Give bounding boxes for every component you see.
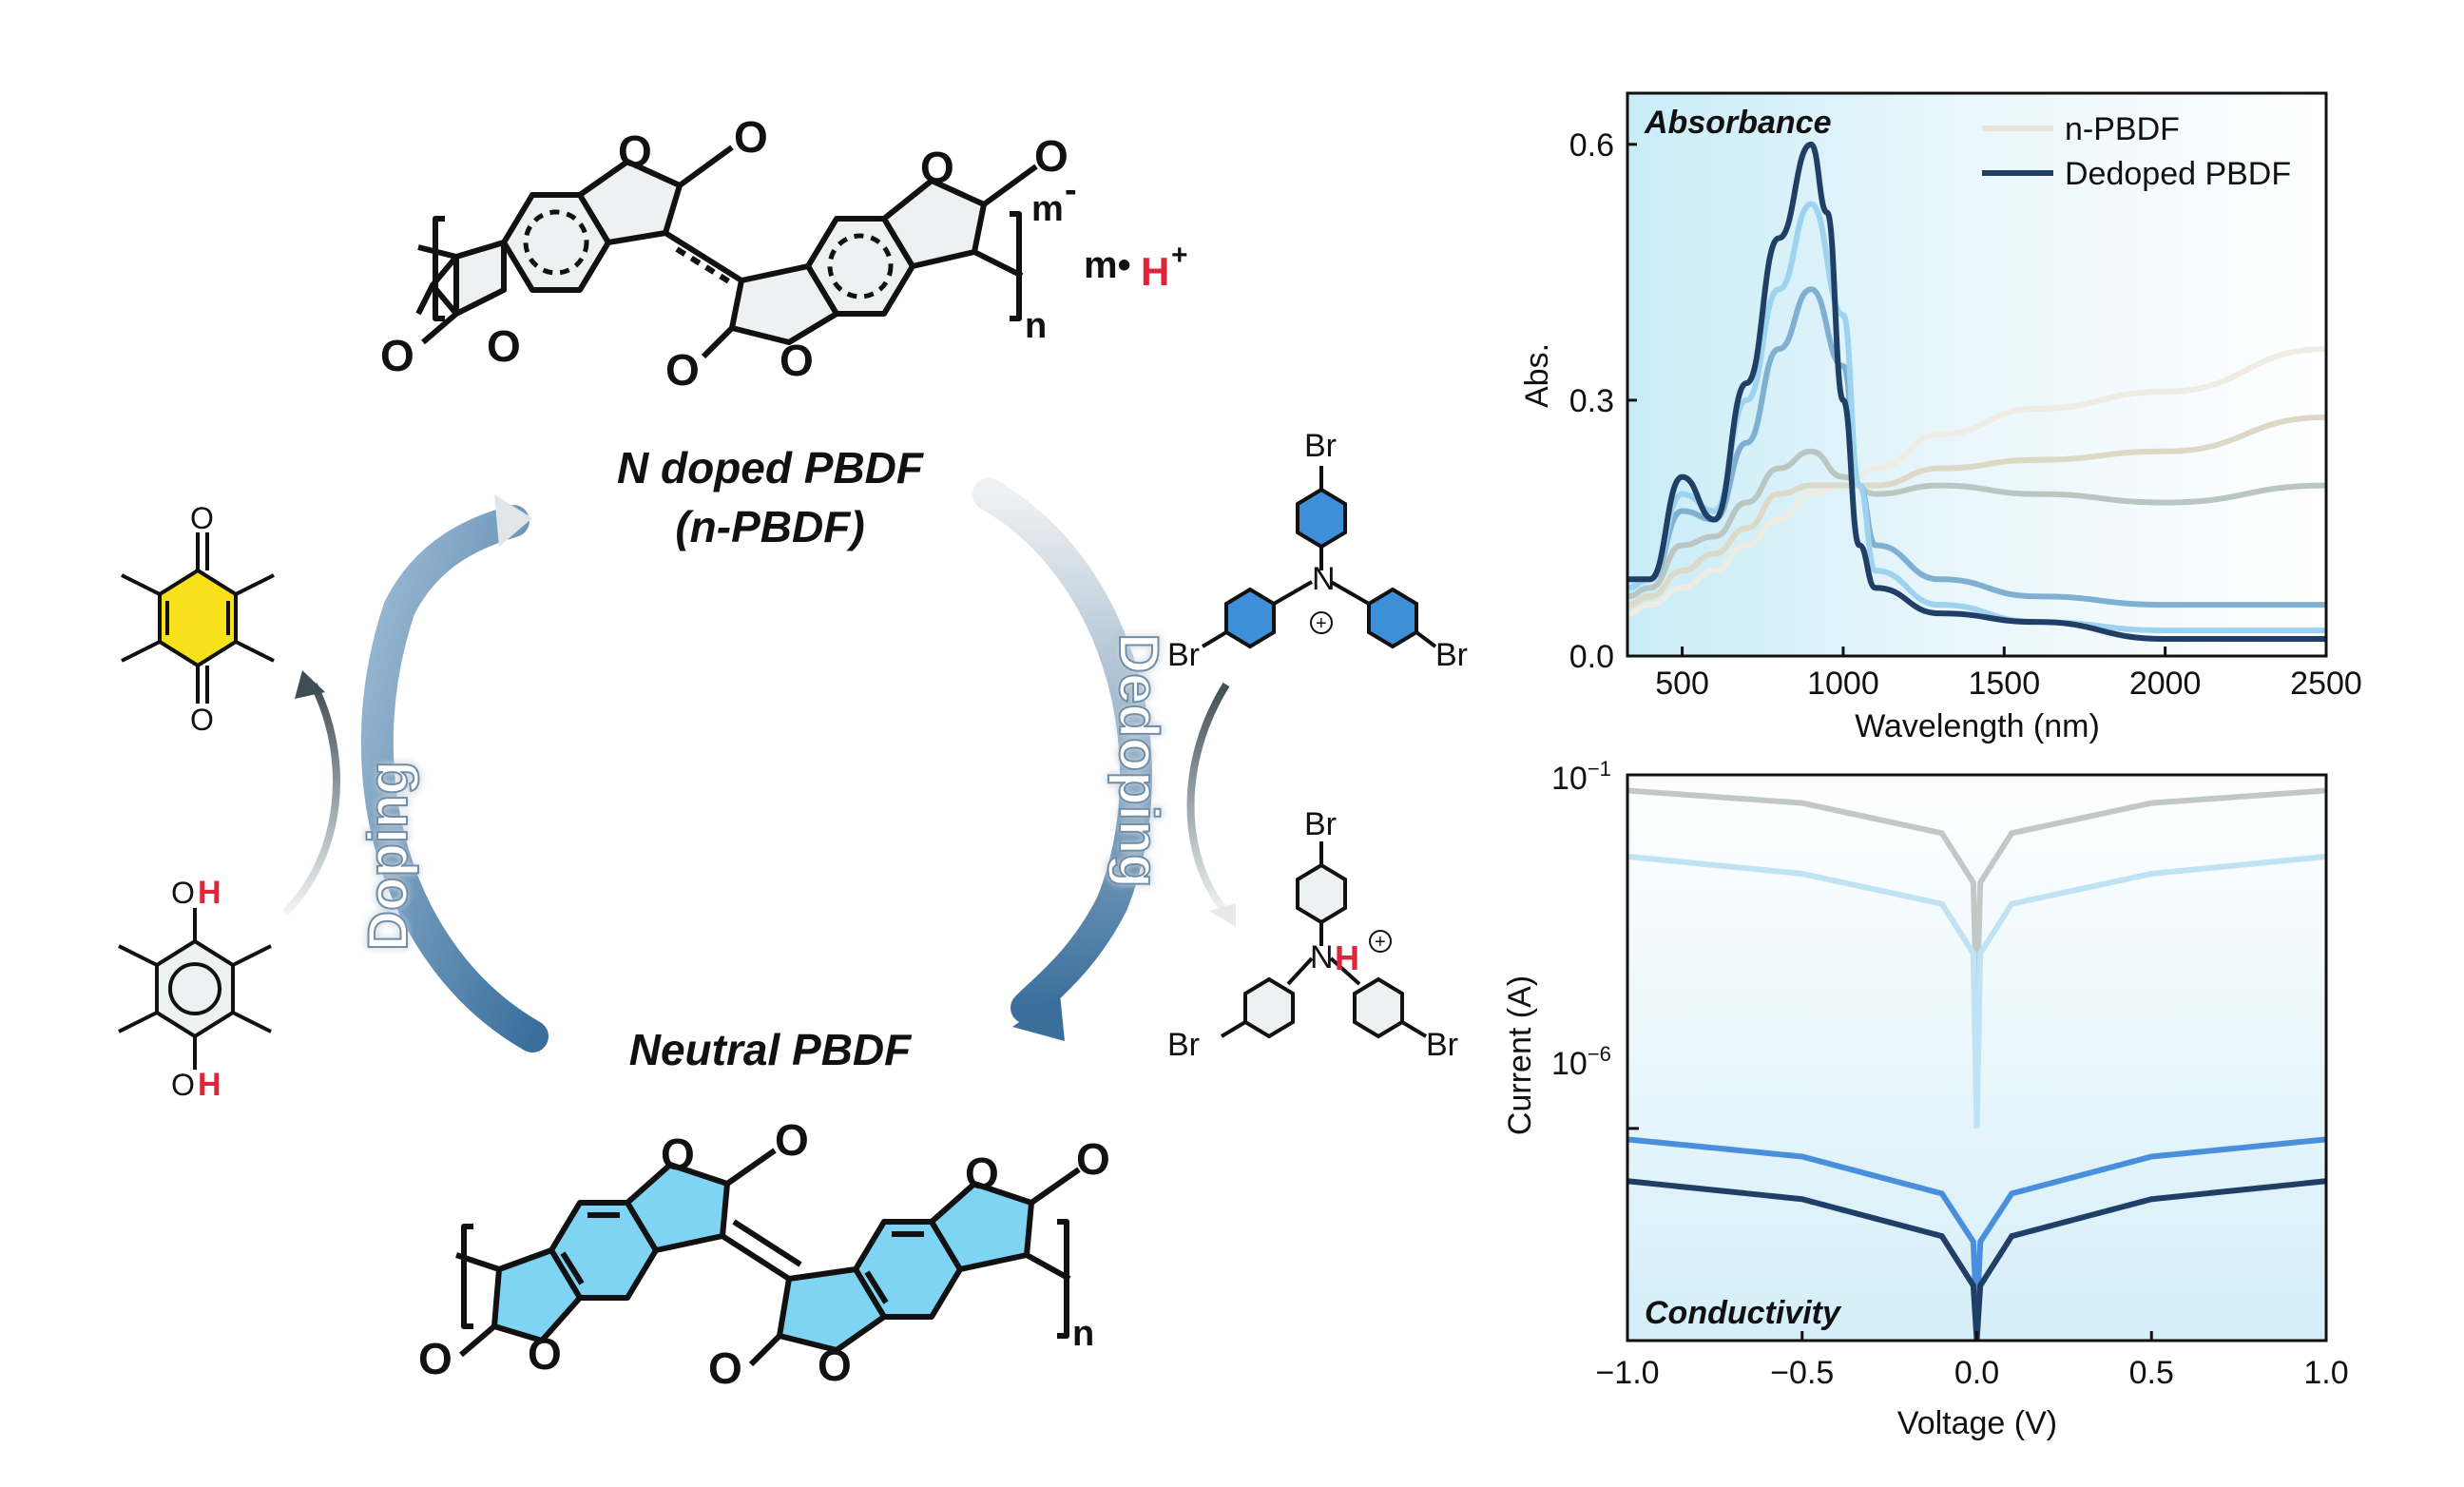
repeat-n-label: n	[1072, 1314, 1094, 1354]
carbonyl-oxygen-label: O	[380, 331, 414, 380]
x-tick-label: 1000	[1807, 666, 1879, 702]
proton-label: H	[1141, 249, 1169, 294]
conductivity-ylabel: Current (A)	[1502, 975, 1538, 1135]
dedoping-arrow	[972, 478, 1152, 1041]
x-tick-label: −1.0	[1595, 1355, 1659, 1391]
bromine-label: Br	[1304, 806, 1337, 842]
hydroxyl-h-bottom: H	[198, 1067, 221, 1103]
bromine-label: Br	[1167, 637, 1200, 673]
absorbance-series-2	[1627, 448, 2327, 600]
carbonyl-oxygen-label: O	[734, 112, 768, 162]
conductivity-corner-label: Conductivity	[1645, 1295, 1842, 1331]
n-doped-label: N doped PBDF	[617, 443, 925, 492]
charge-minus-label: -	[1065, 170, 1077, 210]
absorbance-series-3	[1627, 286, 2326, 608]
neutral-pbdf-atom-labels: O O O O O O O O n	[418, 1115, 1110, 1393]
hydroquinone-oxygen-bottom: O	[171, 1068, 195, 1102]
legend-n-pbdf: n-PBDF	[2065, 111, 2180, 147]
small-dedoping-arrow	[1186, 682, 1236, 927]
hydroquinone-structure	[118, 908, 272, 1070]
carbonyl-oxygen-label: O	[1034, 131, 1068, 181]
x-tick-label: 0.5	[2129, 1355, 2174, 1391]
n-pbdf-atom-labels: O O O O O O O O m - n m• H +	[380, 112, 1188, 395]
triarylammonium	[1220, 841, 1428, 1039]
proton-plus-label: +	[1171, 240, 1188, 271]
triarylamine-radical-cation	[1201, 466, 1437, 649]
neutral-pbdf-label: Neutral PBDF	[629, 1025, 913, 1074]
counter-ion-prefix: m•	[1084, 244, 1131, 286]
carbonyl-oxygen-label: O	[665, 345, 700, 395]
y-tick-label: 0.3	[1569, 383, 1614, 419]
conductivity-xlabel: Voltage (V)	[1897, 1405, 2057, 1441]
doping-arrow	[360, 494, 549, 1052]
x-tick-label: 1.0	[2303, 1355, 2348, 1391]
ytick-label-mid: 10−6	[1551, 1042, 1611, 1082]
repeat-n-label: n	[1025, 306, 1047, 346]
n-pbdf-label: (n-PBDF)	[675, 502, 864, 551]
oxygen-label: O	[920, 143, 954, 192]
bromine-label: Br	[1167, 1027, 1200, 1063]
conductivity-plot: −1.0 −0.5 0.0 0.5 1.0 Conductivity Voltage (…	[1502, 757, 2349, 1441]
n-pbdf-structure	[415, 145, 1038, 359]
bromine-label: Br	[1426, 1027, 1458, 1063]
absorbance-series-5	[1627, 141, 2326, 643]
y-tick-label: 0.6	[1569, 127, 1614, 164]
quinone-structure	[121, 532, 275, 704]
ytick-label-top: 10−1	[1551, 757, 1611, 797]
conductivity-series-1	[1627, 853, 2327, 1129]
absorbance-corner-label: Absorbance	[1644, 105, 1832, 141]
absorbance-curves	[1627, 141, 2327, 643]
x-tick-label: 1500	[1968, 666, 2040, 702]
repeat-m-label: m	[1031, 189, 1064, 229]
absorbance-background	[1627, 93, 2326, 656]
carbonyl-oxygen-label: O	[418, 1334, 452, 1383]
oxygen-label: O	[818, 1341, 852, 1390]
nitrogen-label: N	[1310, 939, 1334, 975]
oxygen-label: O	[487, 321, 521, 371]
oxygen-label: O	[661, 1130, 695, 1179]
x-tick-label: 500	[1655, 666, 1709, 702]
ring-plus: +	[1316, 613, 1327, 634]
absorbance-xlabel: Wavelength (nm)	[1855, 708, 2100, 744]
x-tick-label: 2500	[2290, 666, 2362, 702]
carbonyl-oxygen-label: O	[708, 1343, 742, 1393]
x-tick-label: −0.5	[1770, 1355, 1834, 1391]
doping-label: Doping	[357, 761, 419, 951]
absorbance-ylabel: Abs.	[1519, 343, 1555, 408]
bromine-label: Br	[1304, 428, 1337, 464]
ring-plus: +	[1375, 932, 1386, 953]
bromine-label: Br	[1435, 637, 1468, 673]
absorbance-legend: n-PBDF Dedoped PBDF	[1982, 111, 2291, 192]
quinone-oxygen-bottom: O	[190, 703, 214, 737]
carbonyl-oxygen-label: O	[1076, 1134, 1110, 1184]
legend-dedoped-pbdf: Dedoped PBDF	[2065, 156, 2291, 192]
ammonium-h: H	[1335, 938, 1359, 977]
hydroxyl-h-top: H	[198, 875, 221, 911]
absorbance-frame	[1626, 91, 2328, 658]
absorbance-series-1	[1627, 414, 2327, 608]
nitrogen-label: N	[1312, 561, 1336, 597]
oxygen-label: O	[965, 1149, 999, 1198]
oxygen-label: O	[780, 336, 814, 385]
carbonyl-oxygen-label: O	[775, 1115, 809, 1165]
x-tick-label: 0.0	[1954, 1355, 1999, 1391]
neutral-pbdf-structure	[455, 1148, 1081, 1367]
oxygen-label: O	[528, 1329, 562, 1379]
dedoping-label: Dedoping	[1107, 633, 1169, 887]
quinone-oxygen-top: O	[190, 501, 214, 535]
y-tick-label: 0.0	[1569, 639, 1614, 675]
x-tick-label: 2000	[2129, 666, 2202, 702]
oxygen-label: O	[618, 126, 652, 176]
hydroquinone-oxygen-top: O	[171, 876, 195, 910]
small-doping-arrow	[282, 670, 340, 916]
